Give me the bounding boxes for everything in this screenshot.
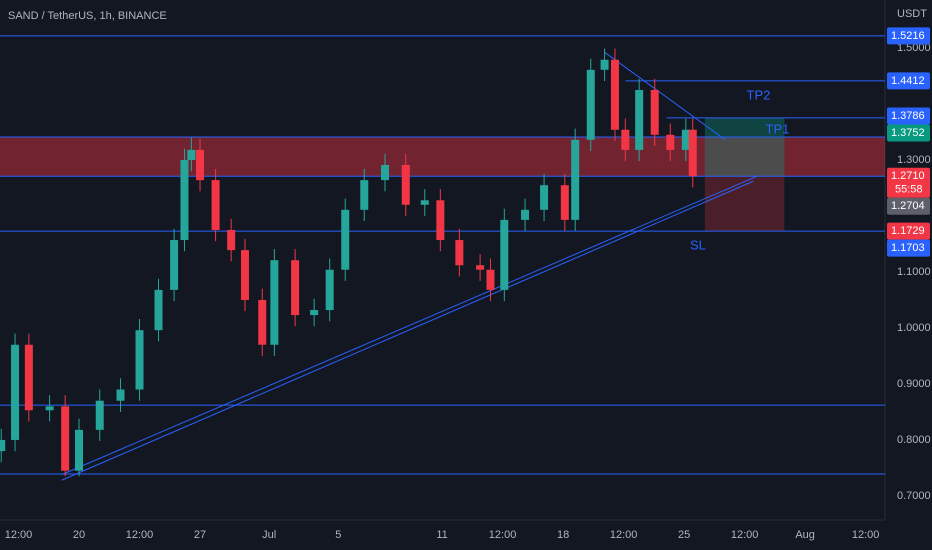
x-tick-label: 12:00 (5, 529, 33, 541)
price-label-box (887, 222, 930, 240)
candle-body (650, 89, 659, 135)
candle-body (61, 406, 70, 471)
y-tick-label: 1.5000 (897, 42, 931, 54)
x-tick-label: 27 (194, 529, 206, 541)
candle-body (196, 149, 205, 181)
price-label: 1.3752 (891, 127, 925, 139)
candle-body (170, 240, 179, 290)
y-tick-label: 0.8000 (897, 434, 931, 446)
trend-line (61, 175, 759, 476)
candle-body (476, 265, 485, 270)
candle-body (0, 439, 6, 452)
candle-body (688, 129, 697, 177)
candle-body (521, 209, 530, 220)
candle-body (500, 219, 509, 290)
candle-body (116, 389, 125, 401)
price-label: 1.3786 (891, 110, 925, 122)
candle-body (180, 159, 189, 241)
x-tick-label: 11 (436, 529, 447, 541)
candle-body (436, 200, 445, 241)
candle-body (560, 185, 569, 220)
candle-body (586, 69, 595, 140)
candle-body (420, 200, 429, 205)
annotation: TP2 (747, 88, 771, 103)
y-tick-label: 1.3000 (897, 154, 931, 166)
candle-body (360, 180, 369, 210)
trend-line (604, 51, 726, 141)
candle-body (11, 344, 20, 440)
candle-body (621, 129, 630, 150)
y-tick-label: 0.9000 (897, 378, 931, 390)
target-box (704, 117, 785, 177)
x-tick-label: 12:00 (852, 529, 880, 541)
annotation: SL (690, 238, 706, 253)
candle-body (681, 129, 690, 150)
x-tick-label: Jul (262, 529, 276, 541)
candle-body (75, 429, 84, 471)
candle-body (240, 250, 249, 300)
candle-body (341, 209, 350, 270)
chart-title: SAND / TetherUS, 1h, BINANCE (8, 10, 167, 22)
x-tick-label: 18 (557, 529, 569, 541)
candle-body (270, 260, 279, 345)
x-tick-label: Aug (795, 529, 815, 541)
y-tick-label: 1.0000 (897, 322, 931, 334)
x-tick-label: 20 (73, 529, 85, 541)
price-label: 1.2710 (891, 170, 925, 182)
candle-body (187, 149, 196, 160)
x-tick-label: 5 (335, 529, 341, 541)
countdown: 55:58 (895, 184, 923, 196)
annotation: TP1 (766, 122, 790, 137)
price-label-box (887, 167, 930, 198)
x-tick-label: 25 (678, 529, 690, 541)
x-tick-label: 12:00 (731, 529, 759, 541)
candle-body (154, 289, 163, 331)
candle-body (310, 310, 319, 316)
candle-body (600, 59, 609, 70)
candle-body (401, 165, 410, 205)
price-label-box (887, 27, 930, 45)
y-tick-label: 0.7000 (897, 490, 931, 502)
currency-label: USDT (897, 8, 927, 20)
trend-line (61, 180, 754, 481)
price-label-box (887, 197, 930, 215)
candle-body (381, 165, 390, 181)
price-label: 1.1729 (891, 225, 925, 237)
price-label-box (887, 239, 930, 257)
candle-body (540, 185, 549, 210)
candle-body (24, 344, 33, 411)
candle-body (571, 139, 580, 220)
x-tick-label: 12:00 (126, 529, 154, 541)
x-tick-label: 12:00 (610, 529, 638, 541)
candle-body (455, 240, 464, 266)
price-label: 1.2704 (891, 200, 925, 212)
price-label: 1.4412 (891, 75, 925, 87)
candle-body (258, 299, 267, 345)
candle-body (635, 89, 644, 150)
candle-body (135, 330, 144, 390)
price-label-box (887, 124, 930, 142)
candle-body (610, 59, 619, 130)
y-tick-label: 1.1000 (897, 266, 931, 278)
price-label: 1.5216 (891, 30, 925, 42)
candle-body (227, 229, 236, 251)
x-tick-label: 12:00 (489, 529, 517, 541)
price-label: 1.1703 (891, 242, 925, 254)
candle-body (291, 260, 300, 316)
candle-body (666, 134, 675, 150)
price-label-box (887, 72, 930, 90)
candle-body (325, 269, 334, 311)
candle-body (211, 180, 220, 230)
candle-body (486, 269, 495, 290)
candle-body (95, 400, 104, 430)
candle-body (45, 406, 54, 411)
price-label-box (887, 107, 930, 125)
supply-zone (0, 137, 885, 177)
